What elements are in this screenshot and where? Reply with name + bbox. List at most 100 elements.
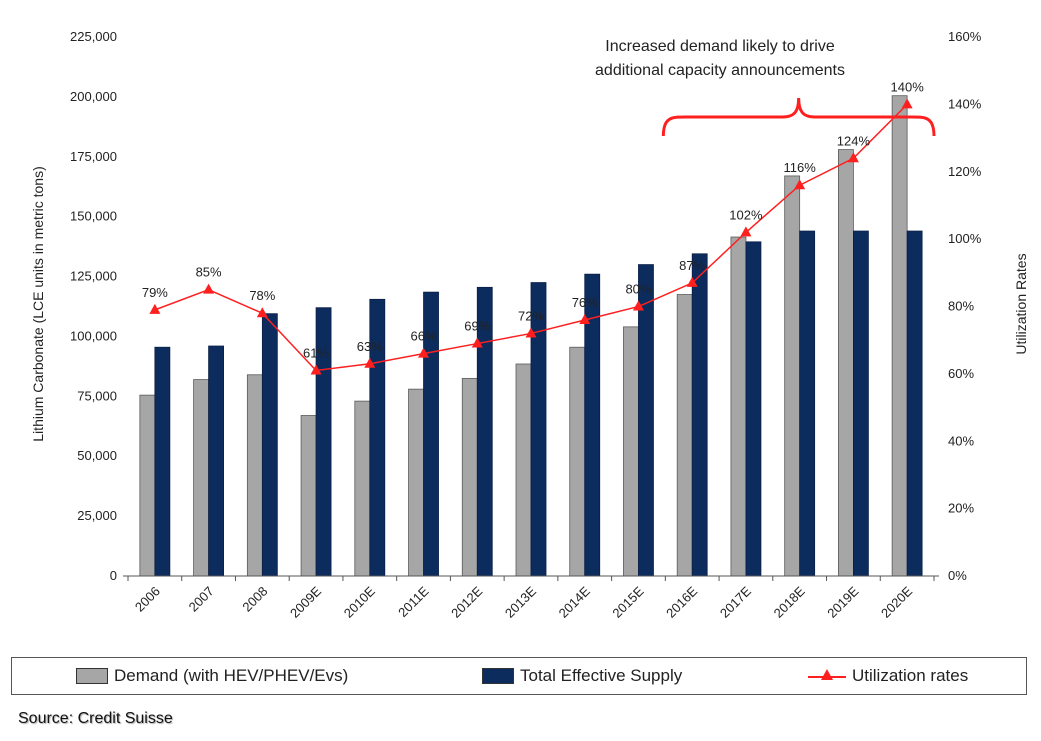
y-tick-label-4: 100,000 [70,328,117,343]
supply-bar-10 [691,253,708,577]
utilization-marker-13 [847,152,859,163]
demand-bar-3 [300,415,317,577]
y-tick-label-0: 0 [110,568,117,583]
x-tick-label-14: 2020E [878,583,915,620]
utilization-marker-4 [364,357,376,368]
utilization-marker-1 [203,283,215,294]
legend-item-demand: Demand (with HEV/PHEV/Evs) [76,666,348,686]
demand-bar-4 [354,400,371,577]
utilization-marker-9 [632,300,644,311]
annotation-brace [661,97,936,137]
y-tick-label-1: 25,000 [77,508,117,523]
y-tick-label-9: 225,000 [70,29,117,44]
supply-bar-7 [530,282,547,577]
y2-tick-label-6: 120% [948,164,982,179]
utilization-marker-14 [901,98,913,109]
supply-bar-14 [906,230,923,577]
utilization-label-1: 85% [196,265,222,280]
x-tick-label-8: 2014E [556,583,593,620]
x-tick-label-6: 2012E [448,583,485,620]
y-tick-label-3: 75,000 [77,388,117,403]
x-tick-label-4: 2010E [341,583,378,620]
utilization-label-8: 76% [572,295,598,310]
y-ticks: 0 25,000 50,000 75,000 100,000 125,000 150,000… [70,29,117,583]
legend-label-supply: Total Effective Supply [520,666,683,685]
supply-bar-2 [261,313,278,577]
utilization-label-4: 63% [357,339,383,354]
demand-bar-1 [193,379,210,577]
legend-item-util: Utilization rates [808,666,968,686]
utilization-marker-5 [418,347,430,358]
axes-layer [123,575,939,581]
utilization-label-7: 72% [518,308,544,323]
demand-bar-7 [515,363,532,577]
x-tick-label-1: 2007 [186,584,217,615]
utilization-label-9: 80% [625,282,651,297]
utilization-marker-3 [310,364,322,375]
demand-bar-10 [676,294,693,577]
y-tick-label-7: 175,000 [70,149,117,164]
x-tick-label-0: 2006 [132,584,163,615]
y-tick-label-6: 150,000 [70,209,117,224]
y2-tick-label-0: 0% [948,568,967,583]
demand-bar-0 [139,394,156,577]
x-tick-label-5: 2011E [395,583,432,620]
y2-axis-title: Utilization Rates [1013,253,1029,354]
utilization-label-3: 61% [303,346,329,361]
supply-bar-13 [853,230,869,577]
demand-bar-9 [623,326,639,577]
demand-bar-11 [730,236,747,577]
legend-swatch-supply [482,668,514,684]
utilization-label-12: 116% [784,160,817,175]
demand-bar-5 [408,388,424,577]
y-tick-label-8: 200,000 [70,89,117,104]
supply-bar-11 [745,241,762,577]
utilization-label-0: 79% [142,285,168,300]
utilization-label-13: 124% [837,133,871,148]
utilization-marker-6 [471,337,483,348]
demand-bar-2 [246,374,263,577]
x-tick-label-10: 2016E [663,583,700,620]
y-tick-label-5: 125,000 [70,269,117,284]
demand-bar-14 [891,95,908,577]
y-tick-label-2: 50,000 [77,448,117,463]
x-tick-label-2: 2008 [239,584,270,615]
bars-layer [139,95,923,577]
x-tick-label-7: 2013E [502,583,539,620]
utilization-label-2: 78% [249,288,275,303]
demand-bar-6 [461,377,478,577]
utilization-marker-10 [686,276,698,287]
utilization-marker-11 [740,226,752,237]
y2-tick-label-8: 160% [948,29,982,44]
legend-swatch-util [808,668,846,684]
annotation-layer: Increased demand likely to drive additio… [595,38,936,137]
legend-label-demand: Demand (with HEV/PHEV/Evs) [114,666,349,685]
y2-ticks: 0% 20% 40% 60% 80% 100% 120% 140% 160% [948,29,982,583]
utilization-label-10: 87% [679,258,705,273]
utilization-marker-7 [525,327,537,338]
supply-bar-12 [799,230,816,577]
y2-tick-label-2: 40% [948,433,974,448]
x-tick-label-12: 2018E [771,583,808,620]
y2-tick-label-3: 60% [948,366,974,381]
utilization-layer: 79% 85% 78% 61% 63% 66% 69% 72% 76% 80% 87% 102% 116… [142,79,924,375]
y2-tick-label-1: 20% [948,501,974,516]
utilization-marker-0 [149,303,161,314]
source-note: Source: Credit Suisse [18,710,173,727]
supply-bar-0 [154,346,171,577]
chart-svg: 0 25,000 50,000 75,000 100,000 125,000 150,000… [30,29,1029,621]
utilization-label-11: 102% [729,207,763,222]
y2-tick-label-4: 80% [948,299,974,314]
utilization-marker-12 [794,179,806,190]
utilization-label-5: 66% [411,329,437,344]
legend-item-supply: Total Effective Supply [482,666,682,686]
demand-bar-13 [838,149,854,577]
utilization-marker-8 [579,313,591,324]
x-tick-label-11: 2017E [717,583,754,620]
y2-tick-label-7: 140% [948,96,982,111]
x-tick-label-9: 2015E [609,583,646,620]
x-ticks: 2006 2007 2008 2009E 2010E 2011E 2012E 2013E 201… [132,583,916,620]
annotation-line-2: additional capacity announcements [595,62,845,79]
legend-label-util: Utilization rates [852,666,969,685]
demand-bar-8 [569,346,586,577]
